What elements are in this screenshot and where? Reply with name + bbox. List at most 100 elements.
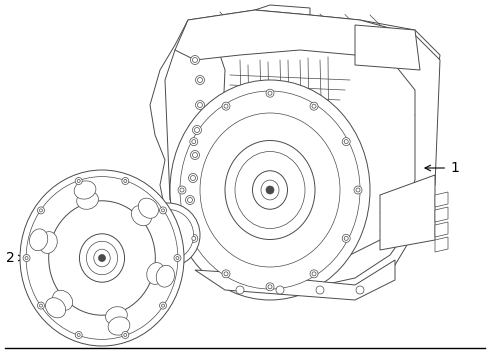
Ellipse shape (94, 249, 110, 267)
Ellipse shape (174, 255, 181, 261)
Polygon shape (435, 207, 448, 222)
Polygon shape (150, 10, 440, 295)
Ellipse shape (224, 272, 228, 276)
Ellipse shape (52, 290, 73, 310)
Ellipse shape (342, 138, 350, 145)
Ellipse shape (190, 138, 198, 145)
Ellipse shape (344, 237, 348, 240)
Ellipse shape (268, 285, 272, 289)
Ellipse shape (200, 113, 340, 267)
Polygon shape (195, 260, 395, 300)
Ellipse shape (344, 140, 348, 144)
Ellipse shape (170, 80, 370, 300)
Ellipse shape (77, 333, 80, 337)
Ellipse shape (197, 77, 202, 82)
Polygon shape (435, 237, 448, 252)
Ellipse shape (39, 231, 57, 253)
Ellipse shape (191, 55, 199, 64)
Ellipse shape (147, 262, 165, 284)
Ellipse shape (266, 186, 274, 194)
Ellipse shape (162, 209, 165, 212)
Ellipse shape (197, 103, 202, 108)
Ellipse shape (180, 188, 184, 192)
Polygon shape (165, 40, 225, 215)
Ellipse shape (178, 186, 186, 194)
Ellipse shape (193, 153, 197, 158)
Ellipse shape (268, 91, 272, 95)
Ellipse shape (180, 91, 360, 289)
Ellipse shape (26, 177, 178, 339)
Ellipse shape (188, 198, 193, 202)
Ellipse shape (77, 180, 80, 183)
Ellipse shape (98, 255, 105, 261)
Ellipse shape (143, 210, 194, 261)
Ellipse shape (157, 224, 179, 246)
Ellipse shape (190, 234, 198, 242)
Ellipse shape (192, 237, 196, 240)
Ellipse shape (122, 332, 129, 338)
Polygon shape (355, 25, 420, 70)
Ellipse shape (40, 304, 43, 307)
Ellipse shape (74, 181, 96, 199)
Ellipse shape (162, 304, 165, 307)
Ellipse shape (193, 126, 201, 135)
Ellipse shape (37, 302, 45, 309)
Ellipse shape (86, 241, 118, 275)
Polygon shape (435, 222, 448, 237)
Ellipse shape (235, 152, 305, 229)
Ellipse shape (354, 186, 362, 194)
Ellipse shape (266, 89, 274, 97)
Ellipse shape (29, 229, 48, 251)
Ellipse shape (124, 333, 127, 337)
Ellipse shape (108, 317, 130, 335)
Ellipse shape (122, 177, 129, 185)
Ellipse shape (312, 272, 316, 276)
Ellipse shape (23, 255, 30, 261)
Ellipse shape (316, 286, 324, 294)
Ellipse shape (105, 307, 127, 325)
Ellipse shape (222, 102, 230, 110)
Ellipse shape (266, 283, 274, 291)
Ellipse shape (276, 286, 284, 294)
Ellipse shape (160, 207, 167, 214)
Ellipse shape (75, 332, 82, 338)
Ellipse shape (25, 256, 28, 260)
Ellipse shape (136, 203, 200, 267)
Text: 1: 1 (425, 161, 459, 175)
Ellipse shape (310, 102, 318, 110)
Text: 2: 2 (6, 251, 24, 265)
Ellipse shape (189, 174, 197, 183)
Ellipse shape (342, 234, 350, 242)
Ellipse shape (49, 201, 155, 315)
Polygon shape (280, 25, 440, 290)
Ellipse shape (176, 256, 179, 260)
Polygon shape (255, 5, 310, 15)
Ellipse shape (77, 191, 98, 210)
Ellipse shape (191, 150, 199, 159)
Ellipse shape (156, 265, 174, 287)
Ellipse shape (236, 286, 244, 294)
Ellipse shape (40, 209, 43, 212)
Ellipse shape (79, 234, 124, 282)
Ellipse shape (46, 298, 66, 318)
Ellipse shape (356, 286, 364, 294)
Ellipse shape (138, 198, 158, 218)
Ellipse shape (20, 170, 184, 346)
Ellipse shape (222, 270, 230, 278)
Ellipse shape (192, 140, 196, 144)
Ellipse shape (186, 195, 195, 204)
Ellipse shape (224, 104, 228, 108)
Polygon shape (380, 175, 435, 250)
Ellipse shape (160, 302, 167, 309)
Ellipse shape (193, 58, 197, 63)
Ellipse shape (356, 188, 360, 192)
Ellipse shape (196, 76, 204, 85)
Ellipse shape (252, 171, 288, 209)
Ellipse shape (195, 127, 199, 132)
Ellipse shape (75, 177, 82, 185)
Ellipse shape (310, 270, 318, 278)
Ellipse shape (37, 207, 45, 214)
Ellipse shape (312, 104, 316, 108)
Ellipse shape (225, 140, 315, 239)
Ellipse shape (261, 180, 279, 200)
